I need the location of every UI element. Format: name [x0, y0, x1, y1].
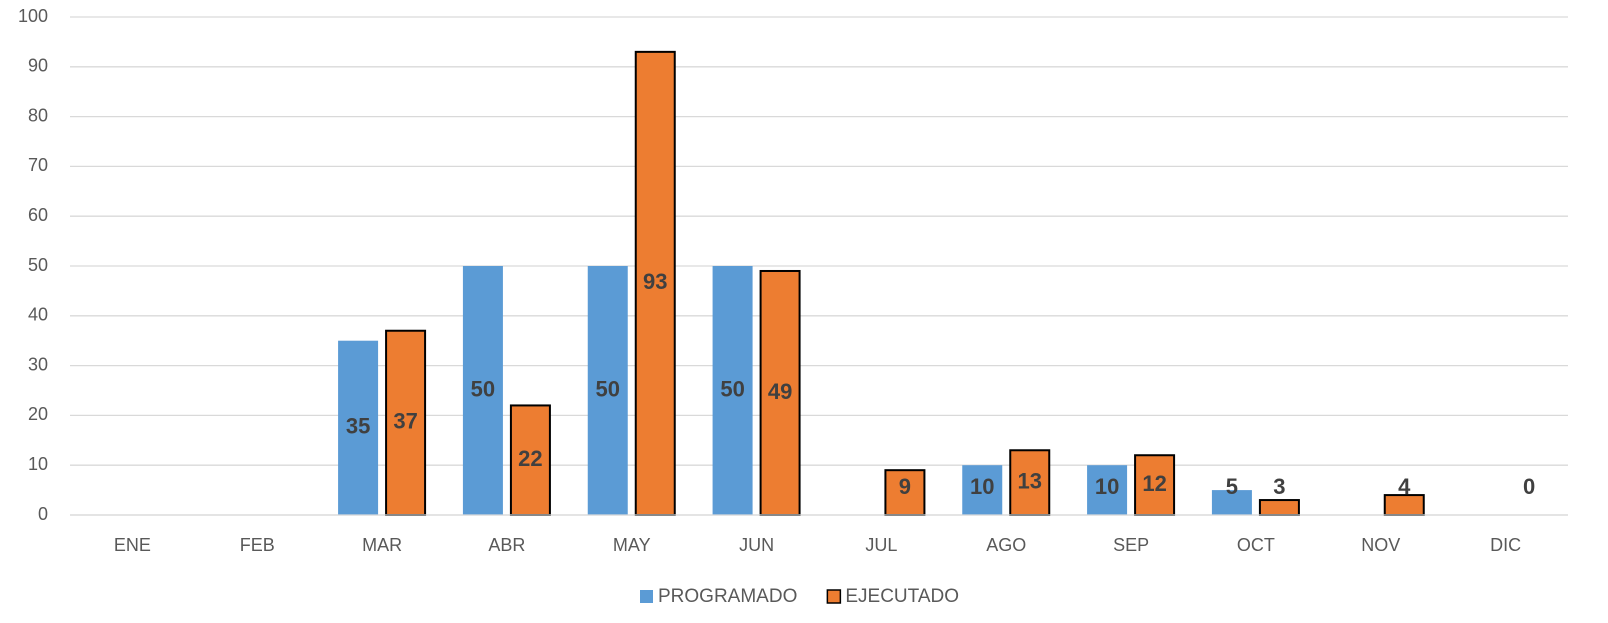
value-label: 12 [1142, 471, 1166, 496]
y-tick-label: 20 [28, 404, 48, 424]
legend-label: PROGRAMADO [658, 586, 797, 607]
value-label: 13 [1018, 468, 1042, 493]
legend-swatch [827, 590, 840, 603]
value-label: 4 [1398, 474, 1411, 499]
value-label: 10 [970, 474, 994, 499]
y-tick-label: 10 [28, 454, 48, 474]
bar [1260, 500, 1299, 515]
y-tick-label: 60 [28, 205, 48, 225]
value-label: 50 [720, 376, 744, 401]
x-tick-label: AGO [986, 535, 1026, 555]
value-label: 93 [643, 269, 667, 294]
value-label: 0 [1523, 474, 1535, 499]
x-tick-label: FEB [240, 535, 275, 555]
value-label: 10 [1095, 474, 1119, 499]
x-tick-label: JUL [865, 535, 897, 555]
value-label: 9 [899, 474, 911, 499]
y-tick-label: 50 [28, 255, 48, 275]
value-label: 37 [393, 409, 417, 434]
legend-label: EJECUTADO [845, 586, 959, 607]
x-tick-label: MAY [613, 535, 651, 555]
y-tick-label: 30 [28, 354, 48, 374]
x-tick-label: JUN [739, 535, 774, 555]
value-label: 50 [471, 376, 495, 401]
y-tick-label: 0 [38, 504, 48, 524]
value-label: 3 [1273, 474, 1285, 499]
value-label: 49 [768, 379, 792, 404]
x-tick-label: NOV [1361, 535, 1400, 555]
x-tick-label: SEP [1113, 535, 1149, 555]
legend-swatch [640, 590, 653, 603]
value-label: 5 [1226, 474, 1238, 499]
value-label: 35 [346, 414, 370, 439]
value-label: 22 [518, 446, 542, 471]
x-tick-label: OCT [1237, 535, 1275, 555]
y-tick-label: 40 [28, 305, 48, 325]
x-tick-label: DIC [1490, 535, 1521, 555]
y-tick-label: 90 [28, 56, 48, 76]
chart: 0102030405060708090100ENEFEBMAR3537ABR50… [0, 0, 1608, 623]
y-tick-label: 70 [28, 155, 48, 175]
x-tick-label: MAR [362, 535, 402, 555]
value-label: 50 [596, 376, 620, 401]
page: {"chart_data": {"type": "bar", "categori… [0, 0, 1608, 623]
y-tick-label: 100 [18, 6, 48, 26]
x-tick-label: ENE [114, 535, 151, 555]
x-tick-label: ABR [488, 535, 525, 555]
y-tick-label: 80 [28, 105, 48, 125]
